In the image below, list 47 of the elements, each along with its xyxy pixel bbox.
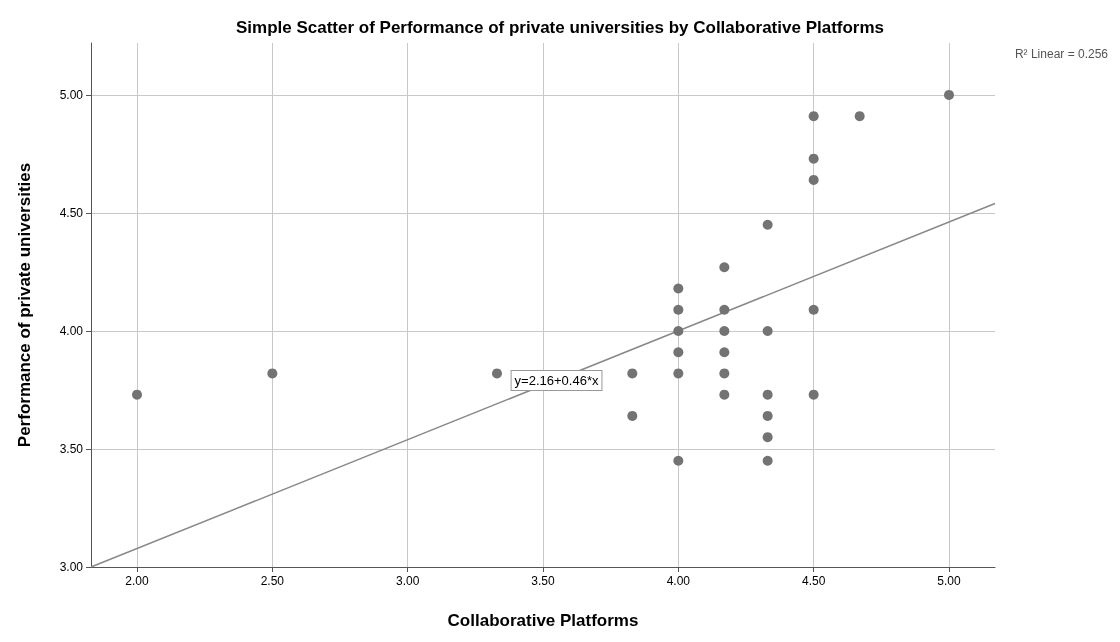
- y-tick-label: 4.00: [59, 323, 84, 338]
- x-tick-label: 2.00: [125, 574, 150, 588]
- point: [673, 347, 684, 358]
- point: [719, 304, 730, 315]
- point: [267, 368, 278, 379]
- point: [673, 368, 684, 379]
- y-tick-label: 4.50: [59, 205, 84, 220]
- x-tick-label: 2.50: [260, 574, 285, 588]
- point: [944, 89, 954, 100]
- y-tick-label: 3.50: [59, 441, 84, 456]
- point: [762, 325, 773, 336]
- x-tick-label: 4.00: [666, 574, 691, 588]
- annotation: y=2.16+0.46*x: [514, 373, 599, 389]
- point: [673, 325, 684, 336]
- point: [762, 410, 773, 421]
- point: [854, 111, 865, 122]
- point: [492, 368, 502, 379]
- point: [627, 368, 638, 379]
- y-tick-label: 5.00: [59, 87, 84, 102]
- y-axis-title: Performance of private universities: [15, 162, 34, 448]
- point: [762, 432, 773, 443]
- text: R² Linear = 0.256: [1014, 47, 1109, 61]
- point: [762, 219, 773, 230]
- point: [808, 153, 819, 164]
- point: [808, 111, 819, 122]
- point: [808, 304, 819, 315]
- point: [719, 389, 730, 400]
- point: [762, 389, 773, 400]
- point: [132, 389, 143, 400]
- x-tick-label: 4.50: [801, 574, 826, 588]
- x-tick-label: 3.00: [395, 574, 420, 588]
- point: [627, 410, 638, 421]
- point: [808, 389, 819, 400]
- x-tick-label: 3.50: [531, 574, 555, 588]
- point: [719, 368, 730, 379]
- point: [719, 325, 730, 336]
- point: [719, 347, 730, 358]
- chart-title: Simple Scatter of Performance of private universities by Collaborative Platforms: [235, 18, 885, 37]
- point: [673, 304, 684, 315]
- point: [673, 283, 684, 294]
- y-tick-label: 3.00: [59, 560, 84, 574]
- point: [762, 455, 773, 466]
- x-tick-label: 5.00: [937, 574, 961, 588]
- point: [673, 455, 684, 466]
- point: [808, 174, 819, 185]
- point: [719, 262, 730, 273]
- x-axis-title: Collaborative Platforms: [447, 611, 639, 630]
